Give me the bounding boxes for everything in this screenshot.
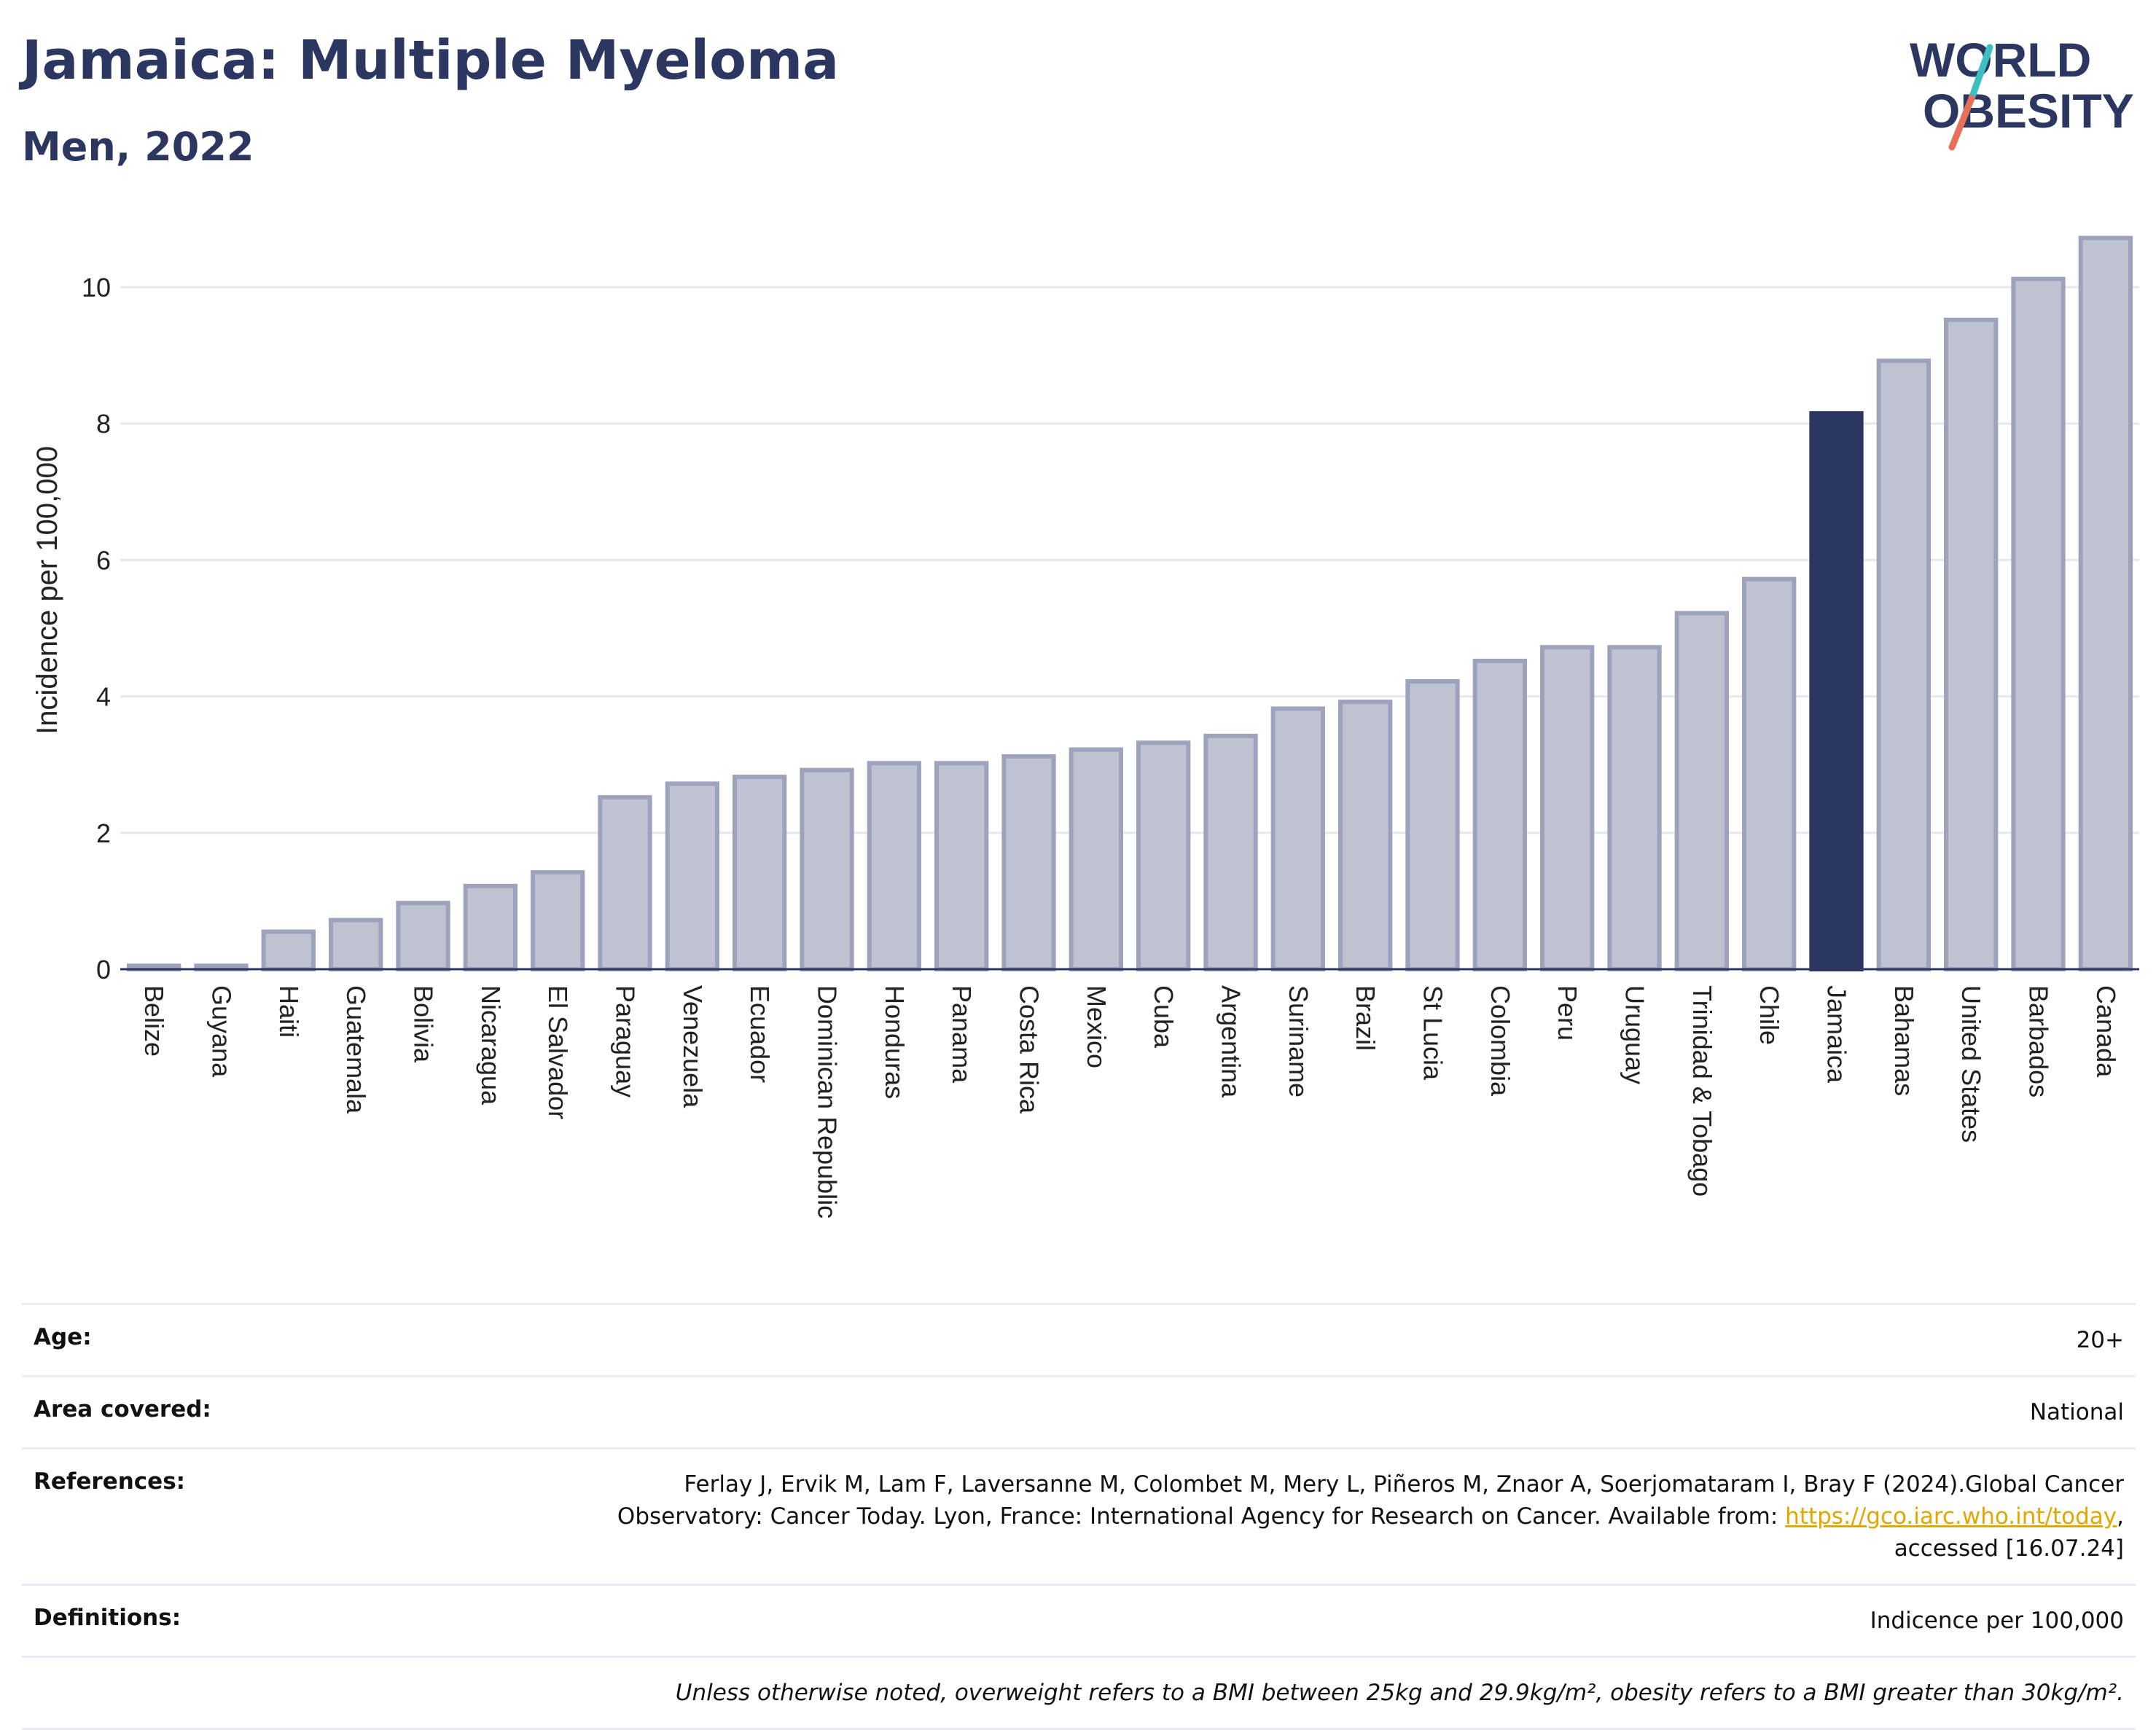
x-tick-label: Bolivia (409, 985, 439, 1063)
bar-venezuela (665, 781, 719, 971)
y-tick-label: 8 (96, 409, 111, 439)
x-tick-label: Venezuela (678, 985, 708, 1108)
x-axis-labels: Belize Guyana Haiti Guatemala Bolivia Nicarag… (139, 985, 2121, 1218)
bar-canada (2078, 235, 2133, 972)
definitions-label: Definitions: (34, 1605, 181, 1631)
grid-lines (120, 286, 2139, 834)
info-row-definitions: Definitions: Indicence per 100,000 (22, 1584, 2136, 1656)
y-tick-label: 4 (96, 682, 111, 712)
x-tick-label: Paraguay (611, 985, 641, 1097)
y-tick-label: 10 (82, 273, 111, 302)
references-label: References: (34, 1468, 186, 1495)
x-tick-label: Belize (139, 985, 169, 1057)
bar-peru (1540, 645, 1595, 971)
x-tick-label: Uruguay (1620, 985, 1650, 1084)
bar-chile (1742, 576, 1797, 971)
bar-haiti (261, 929, 316, 972)
references-suffix: , accessed [16.07.24] (1894, 1503, 2124, 1562)
bar-colombia (1472, 658, 1527, 971)
x-tick-label: Chile (1754, 985, 1784, 1045)
bar-nicaragua (463, 883, 517, 971)
bar-mexico (1069, 747, 1123, 972)
bar-paraguay (598, 795, 652, 972)
bar-panama (934, 761, 989, 971)
x-tick-label: El Salvador (543, 985, 573, 1119)
bar-united-states (1944, 317, 1999, 972)
x-tick-label: Haiti (274, 985, 304, 1038)
x-tick-label: Dominican Republic (813, 985, 843, 1218)
x-tick-label: Panama (947, 985, 977, 1084)
x-tick-label: Colombia (1485, 985, 1515, 1097)
bar-bahamas (1876, 359, 1931, 971)
x-tick-label: Jamaica (1822, 985, 1852, 1084)
page-title: Jamaica: Multiple Myeloma (22, 29, 840, 92)
bar-cuba (1136, 740, 1191, 971)
x-tick-label: St Lucia (1418, 985, 1448, 1081)
bar-guatemala (329, 917, 383, 972)
bar-honduras (867, 761, 921, 971)
x-tick-label: Nicaragua (476, 985, 506, 1105)
info-table: Age: 20+ Area covered: National Referenc… (22, 1303, 2136, 1730)
bar-ecuador (733, 775, 787, 971)
info-row-area: Area covered: National (22, 1375, 2136, 1447)
x-tick-label: Costa Rica (1015, 985, 1044, 1114)
page-subtitle: Men, 2022 (22, 124, 254, 170)
bar-chart: 0 2 4 6 8 10 Belize Guyana Haiti Guatemala Bolivi… (31, 235, 2139, 1218)
x-tick-label: Ecuador (745, 985, 775, 1083)
info-row-references: References: Ferlay J, Ervik M, Lam F, La… (22, 1447, 2136, 1584)
bmi-note: Unless otherwise noted, overweight refer… (675, 1680, 2124, 1706)
area-label: Area covered: (34, 1396, 211, 1422)
logo-line1: WORLD (1910, 33, 2091, 87)
bar-bolivia (396, 901, 450, 972)
bar-dominican-republic (800, 767, 854, 971)
x-tick-label: Trinidad & Tobago (1687, 985, 1717, 1197)
bar-st-lucia (1405, 679, 1460, 971)
x-tick-label: Honduras (880, 985, 910, 1099)
logo-slash-teal (1968, 44, 1993, 102)
bar-argentina (1203, 733, 1258, 971)
x-tick-label: Bahamas (1889, 985, 1919, 1096)
bars (127, 235, 2133, 972)
x-tick-label: Brazil (1351, 985, 1380, 1051)
age-value: 20+ (2076, 1327, 2124, 1353)
info-row-age: Age: 20+ (22, 1303, 2136, 1375)
y-tick-label: 0 (96, 955, 111, 985)
definitions-value: Indicence per 100,000 (1870, 1608, 2124, 1634)
bar-trinidad-tobago (1674, 611, 1729, 972)
y-tick-label: 2 (96, 818, 111, 848)
references-value: Ferlay J, Ervik M, Lam F, Laversanne M, … (557, 1468, 2124, 1565)
x-tick-label: Peru (1552, 985, 1582, 1041)
area-value: National (2029, 1399, 2124, 1425)
bar-brazil (1338, 700, 1393, 971)
bar-costa-rica (1001, 754, 1056, 972)
references-link[interactable]: https://gco.iarc.who.int/today (1785, 1503, 2117, 1530)
x-tick-label: Argentina (1216, 985, 1246, 1098)
y-tick-label: 6 (96, 545, 111, 575)
bar-uruguay (1607, 645, 1662, 971)
references-text: Ferlay J, Ervik M, Lam F, Laversanne M, … (617, 1471, 2124, 1530)
y-axis-ticks: 0 2 4 6 8 10 (82, 273, 111, 985)
bar-barbados (2011, 276, 2066, 971)
x-tick-label: United States (1956, 985, 1986, 1143)
logo-slash-coral (1948, 95, 1975, 151)
bar-jamaica (1809, 411, 1864, 971)
bar-el-salvador (531, 870, 585, 972)
info-row-note: Unless otherwise noted, overweight refer… (22, 1656, 2136, 1730)
x-tick-label: Cuba (1149, 985, 1179, 1049)
world-obesity-logo: WORLD OBESITY (1910, 33, 2134, 151)
x-tick-label: Guyana (207, 985, 237, 1078)
x-tick-label: Suriname (1284, 985, 1313, 1097)
bar-suriname (1270, 706, 1325, 971)
x-tick-label: Mexico (1082, 985, 1112, 1068)
x-tick-label: Canada (2091, 985, 2121, 1078)
y-axis-label: Incidence per 100,000 (31, 446, 63, 735)
age-label: Age: (34, 1324, 92, 1350)
x-tick-label: Barbados (2024, 985, 2054, 1097)
x-tick-label: Guatemala (341, 985, 371, 1114)
